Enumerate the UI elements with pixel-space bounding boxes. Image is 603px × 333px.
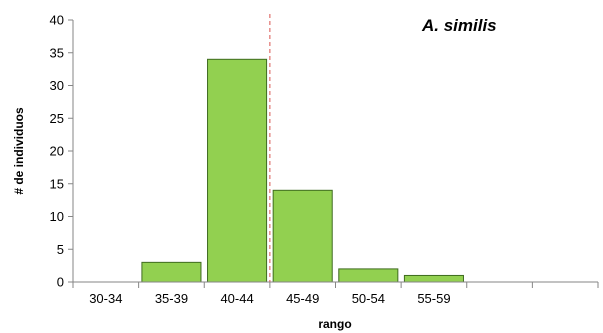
y-axis-title: # de individuos: [12, 107, 26, 195]
bars: [141, 58, 464, 283]
y-tick-label: 10: [50, 209, 64, 224]
x-tick-label: 30-34: [89, 291, 122, 306]
y-tick-label: 5: [57, 242, 64, 257]
bar-40-44: [207, 58, 268, 283]
x-tick-label: 45-49: [286, 291, 319, 306]
bar-45-49: [272, 189, 333, 283]
y-tick-label: 40: [50, 13, 64, 28]
x-tick-label: 40-44: [220, 291, 253, 306]
y-tick-label: 30: [50, 78, 64, 93]
x-axis-ticks: 30-34 35-39 40-44 45-49 50-54 55-59: [72, 282, 599, 306]
x-tick-label: 35-39: [155, 291, 188, 306]
y-tick-label: 15: [50, 176, 64, 191]
y-tick-label: 20: [50, 144, 64, 159]
y-tick-label: 35: [50, 45, 64, 60]
x-axis-title: rango: [318, 317, 351, 331]
x-tick-label: 55-59: [417, 291, 450, 306]
x-tick-label: 50-54: [352, 291, 385, 306]
y-tick-label: 25: [50, 111, 64, 126]
y-axis-ticks: 0 5 10 15 20 25 30 35 40: [50, 13, 73, 290]
bar-35-39: [141, 261, 202, 283]
bar-50-54: [338, 268, 399, 283]
y-tick-label: 0: [57, 275, 64, 290]
chart-title: A. similis: [421, 16, 497, 35]
bar-55-59: [403, 274, 464, 283]
